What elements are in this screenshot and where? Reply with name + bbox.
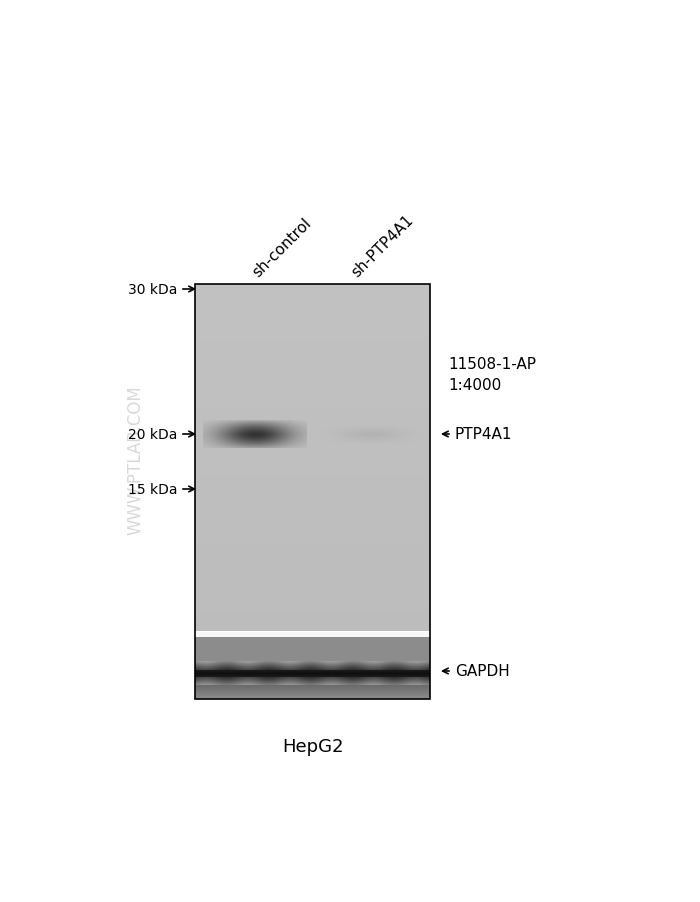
Text: 20 kDa: 20 kDa [127,428,177,441]
Text: 11508-1-AP
1:4000: 11508-1-AP 1:4000 [448,356,536,392]
Text: PTP4A1: PTP4A1 [455,427,512,442]
Text: sh-control: sh-control [250,216,315,280]
Text: HepG2: HepG2 [281,737,343,755]
Text: 15 kDa: 15 kDa [127,483,177,496]
Text: WWW.PTLAB.COM: WWW.PTLAB.COM [126,384,144,534]
Text: sh-PTP4A1: sh-PTP4A1 [349,212,416,280]
Bar [195,285,430,699]
Text: 30 kDa: 30 kDa [127,282,177,297]
Text: GAPDH: GAPDH [455,664,510,678]
